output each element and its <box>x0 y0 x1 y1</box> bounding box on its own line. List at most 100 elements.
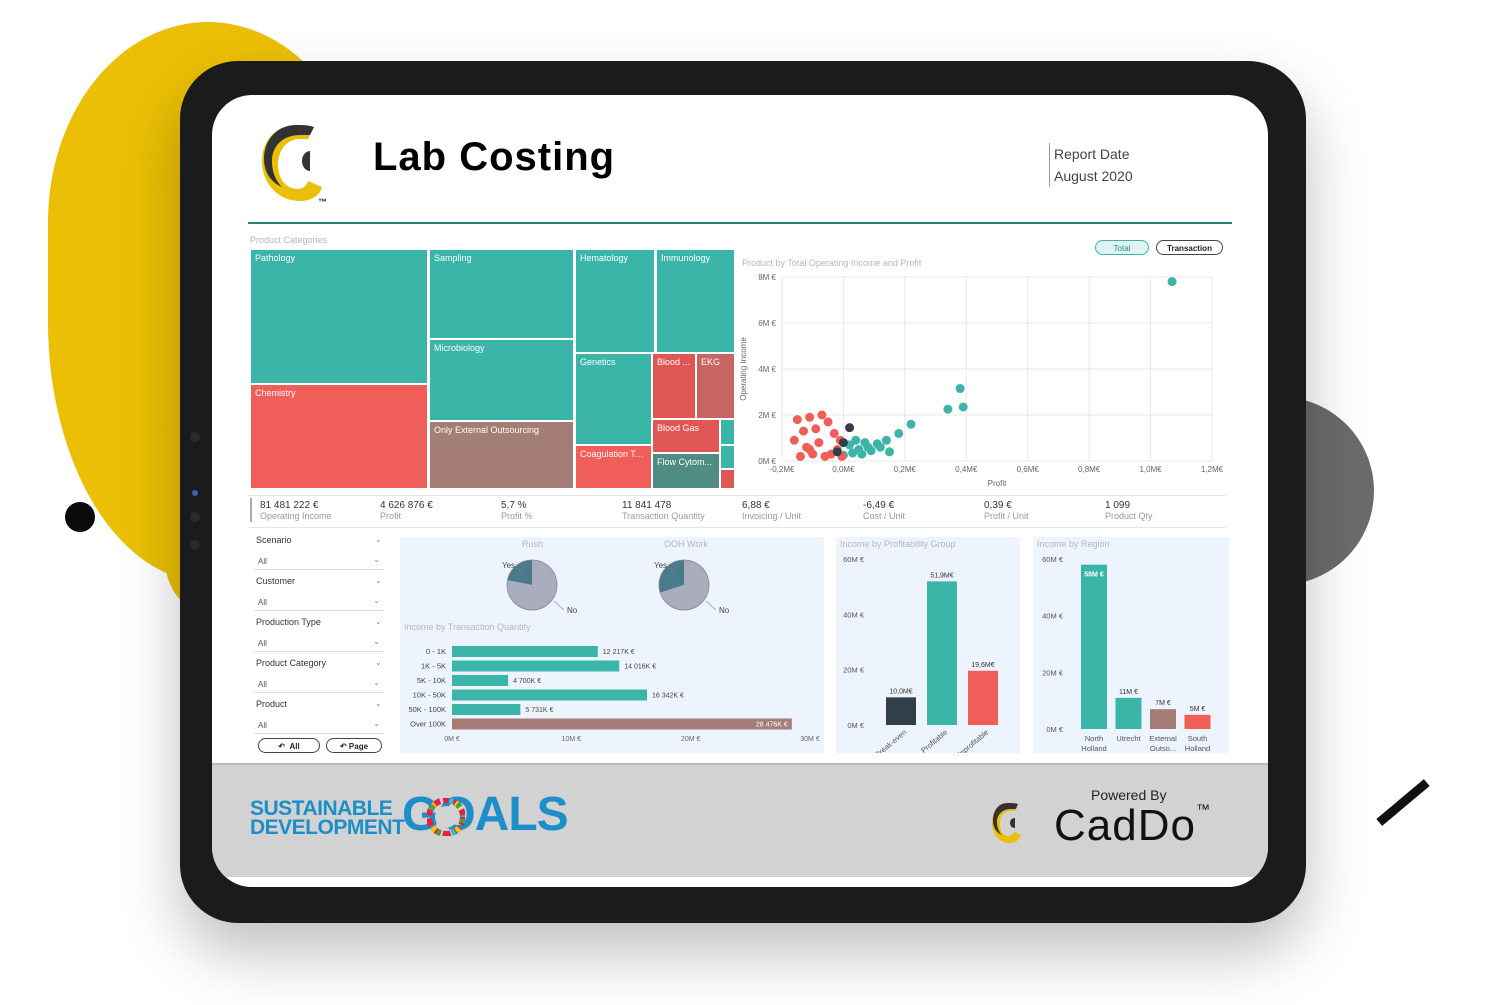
bar-value-label: 51,9M€ <box>930 572 953 579</box>
treemap-tile[interactable]: Hematology <box>575 249 655 353</box>
scatter-point[interactable] <box>805 445 815 454</box>
slicer-dropdown[interactable]: All ⌄ <box>254 555 384 570</box>
scatter-point[interactable] <box>811 424 821 434</box>
sdg-line1: SUSTAINABLE <box>250 797 393 820</box>
treemap-tile[interactable]: Genetics <box>575 353 652 445</box>
slicer-dropdown[interactable]: All ⌄ <box>254 596 384 611</box>
kpi-value: 6,88 € <box>742 500 770 511</box>
bar[interactable] <box>452 704 521 715</box>
pie-slice[interactable] <box>660 560 709 610</box>
footer-band: SUSTAINABLE DEVELOPMENT GOALS Powered By… <box>212 763 1268 877</box>
kpi-card: 1 099 Product Qty <box>1105 500 1153 521</box>
scatter-point[interactable] <box>838 438 848 448</box>
treemap-tile[interactable]: Sampling <box>429 249 574 339</box>
treemap-tile[interactable]: Blood ... <box>652 353 696 419</box>
treemap-tile[interactable]: EKG <box>696 353 735 419</box>
scatter-point[interactable] <box>829 428 839 438</box>
rush-pie-chart[interactable]: Yes No <box>472 550 612 620</box>
chevron-down-icon[interactable]: ⌄ <box>375 617 382 626</box>
bar[interactable] <box>1150 709 1176 729</box>
bar[interactable] <box>968 670 998 725</box>
bar[interactable] <box>452 660 620 672</box>
income-transaction-bar-chart[interactable]: 0 - 1K 12 217K € 1K - 5K 14 016K € 5K - 10K 4… <box>400 635 824 751</box>
treemap-tile[interactable]: Only External Outsourcing <box>429 421 574 489</box>
bar[interactable] <box>452 675 509 686</box>
bar[interactable] <box>452 646 598 657</box>
region-bar-chart[interactable]: 0M €20M €40M €60M €58M €NorthHolland11M … <box>1033 551 1229 753</box>
pie-slice[interactable] <box>507 560 532 585</box>
scatter-point[interactable] <box>823 417 833 427</box>
reset-all-button[interactable]: ↶ All <box>258 738 320 753</box>
ooh-pie-chart[interactable]: Yes No <box>624 550 764 620</box>
y-tick-label: 0M € <box>847 721 865 730</box>
scatter-point[interactable] <box>851 435 861 445</box>
scatter-point[interactable] <box>955 384 965 394</box>
pie-slice[interactable] <box>659 560 684 593</box>
scatter-point[interactable] <box>789 435 799 445</box>
scatter-point[interactable] <box>894 428 904 438</box>
total-toggle[interactable]: Total <box>1095 240 1149 255</box>
scatter-point[interactable] <box>885 447 894 457</box>
slicer-dropdown[interactable]: All ⌄ <box>254 719 384 734</box>
pie-slice[interactable] <box>507 560 557 610</box>
transaction-toggle[interactable]: Transaction <box>1156 240 1223 255</box>
scatter-point[interactable] <box>814 438 824 448</box>
slicer-dropdown[interactable]: All ⌄ <box>254 637 384 652</box>
scatter-point[interactable] <box>817 410 827 420</box>
pie-label: No <box>719 606 730 615</box>
product-categories-treemap[interactable]: Pathology Chemistry Sampling Microbiology On… <box>250 249 735 489</box>
bar[interactable] <box>886 697 916 725</box>
treemap-tile[interactable]: Microbiology <box>429 339 574 421</box>
scatter-point[interactable] <box>832 447 842 457</box>
sdg-line2: DEVELOPMENT <box>250 816 405 839</box>
chevron-down-icon[interactable]: ⌄ <box>375 576 382 585</box>
bar[interactable] <box>1184 714 1211 729</box>
bar-value-label: 7M € <box>1155 700 1171 707</box>
chevron-down-icon[interactable]: ⌄ <box>375 699 382 708</box>
scatter-point[interactable] <box>906 419 916 429</box>
treemap-tile[interactable] <box>720 419 735 445</box>
scatter-point[interactable] <box>820 451 830 461</box>
scatter-point[interactable] <box>845 423 855 433</box>
treemap-tile[interactable]: Immunology <box>656 249 735 353</box>
caddo-brand-text: CadDo <box>1054 801 1196 850</box>
scatter-point[interactable] <box>958 402 968 412</box>
scatter-chart[interactable]: -0,2M€ 0,0M€ 0,2M€ 0,4M€ 0,6M€ 0,8M€ 1,0M€ 1,2M… <box>736 269 1230 491</box>
kpi-label: Profit / Unit <box>984 511 1029 521</box>
scatter-point[interactable] <box>799 426 808 436</box>
treemap-label: Product Categories <box>250 235 328 245</box>
scatter-point[interactable] <box>795 451 805 461</box>
scatter-point[interactable] <box>943 404 953 414</box>
bar[interactable] <box>452 689 648 701</box>
scatter-point[interactable] <box>805 412 815 422</box>
chevron-down-icon[interactable]: ⌄ <box>375 535 382 544</box>
dashboard-screen: ™ Lab Costing Report Date August 2020 Pr… <box>212 95 1268 887</box>
bar[interactable] <box>1115 697 1142 729</box>
treemap-tile[interactable] <box>720 469 735 489</box>
kpi-value: -6,49 € <box>863 500 895 511</box>
treemap-tile[interactable]: Chemistry <box>250 384 428 489</box>
bar[interactable] <box>1081 564 1107 729</box>
treemap-tile[interactable]: Flow Cytom... <box>652 453 720 489</box>
scatter-point[interactable] <box>848 448 858 458</box>
reset-page-button[interactable]: ↶ Page <box>326 738 382 753</box>
tablet-indicator <box>192 490 198 496</box>
kpi-label: Invoicing / Unit <box>742 511 802 521</box>
treemap-tile[interactable]: Blood Gas <box>652 419 720 453</box>
tablet-camera <box>190 432 200 442</box>
scatter-point[interactable] <box>792 415 802 425</box>
slicer-dropdown[interactable]: All ⌄ <box>254 678 384 693</box>
scatter-point[interactable] <box>857 449 867 459</box>
scatter-point[interactable] <box>860 438 870 448</box>
scatter-point[interactable] <box>881 435 891 445</box>
bar[interactable] <box>927 581 957 725</box>
scatter-point[interactable] <box>875 442 885 452</box>
treemap-tile[interactable] <box>720 445 735 469</box>
profitability-bar-chart[interactable]: 0M € 20M € 40M € 60M € 10,0M€ Break-even 51,9M… <box>836 551 1020 753</box>
treemap-tile[interactable]: Coagulation Te... <box>575 445 652 489</box>
scatter-point[interactable] <box>1167 277 1177 287</box>
treemap-tile[interactable]: Pathology <box>250 249 428 384</box>
scatter-point[interactable] <box>866 446 876 456</box>
chevron-down-icon[interactable]: ⌄ <box>375 658 382 667</box>
bar[interactable] <box>452 718 792 730</box>
